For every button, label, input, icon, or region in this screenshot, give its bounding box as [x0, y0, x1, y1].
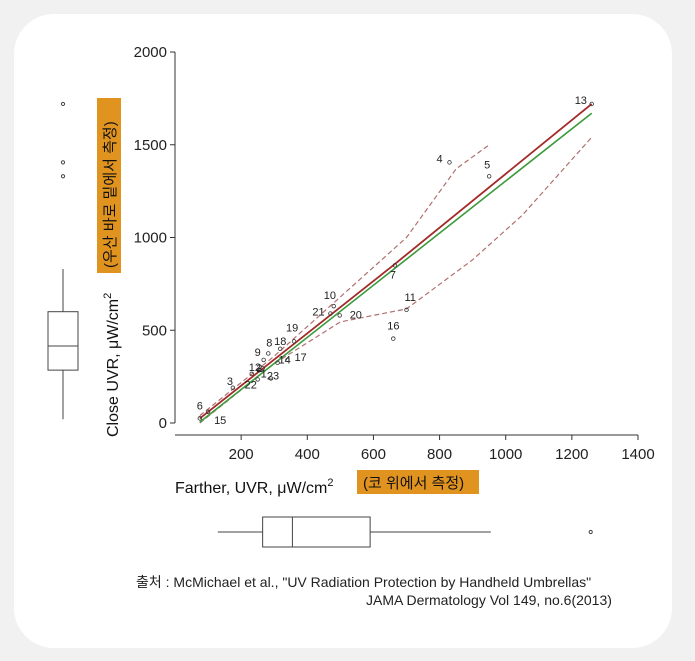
y-axis-label-text: Close UVR, μW/cm [105, 299, 122, 437]
data-point-label: 14 [279, 355, 291, 367]
y-boxplot-outlier [60, 174, 66, 179]
data-point [275, 360, 280, 365]
data-point-label: 4 [436, 153, 442, 165]
data-point [589, 101, 594, 107]
x-tick-label: 600 [361, 446, 386, 463]
y-tick-label: 0 [159, 415, 167, 432]
data-point-label: 22 [245, 379, 257, 391]
ci-lower-line [199, 136, 593, 424]
data-point-label: 5 [484, 159, 490, 171]
marginal-boxplots [47, 101, 593, 548]
data-point-label: 13 [575, 95, 587, 107]
ci-upper-line [199, 144, 490, 417]
data-point-label: 8 [266, 337, 272, 349]
x-tick-label: 200 [229, 446, 254, 463]
y-axis-note-group: (우산 바로 밑에서 측정) [102, 121, 119, 268]
data-point-label: 15 [214, 415, 226, 427]
data-point [392, 263, 398, 268]
data-point [291, 339, 297, 344]
data-point-label: 10 [324, 290, 336, 302]
data-point-label: 3 [227, 376, 233, 388]
data-point [257, 367, 262, 373]
x-axis-label-text: Farther, UVR, μW/cm [175, 480, 327, 497]
data-point [337, 313, 342, 318]
data-point [404, 307, 409, 313]
data-point [391, 336, 396, 341]
data-point-label: 16 [387, 321, 399, 333]
x-tick-label: 1000 [489, 446, 522, 463]
y-tick-label: 1500 [134, 137, 167, 154]
y-axis-note-highlight [97, 98, 121, 273]
x-axis-label: Farther, UVR, μW/cm2 [175, 477, 333, 497]
data-point [277, 346, 283, 351]
x-boxplot-outlier [588, 529, 593, 535]
data-point-label: 11 [405, 292, 416, 304]
data-point-label: 6 [197, 400, 203, 412]
y-axis-label-group: Close UVR, μW/cm2 [102, 293, 122, 437]
y-boxplot-box [47, 311, 79, 371]
data-point-label: 12 [249, 362, 261, 374]
data-point-label: 1 [261, 368, 267, 380]
x-boxplot-box [262, 516, 371, 548]
y-axis-label-sup: 2 [102, 293, 114, 299]
data-point-label: 17 [294, 352, 306, 364]
y-boxplot-outlier [60, 101, 66, 107]
data-point-label: 21 [312, 307, 324, 319]
data-point-label: 19 [286, 322, 298, 334]
data-point-label: 7 [390, 269, 396, 281]
axes: 0 500 1000 1500 2000 200 400 600 800 1000 1200 1400 [134, 44, 655, 463]
data-point [447, 160, 452, 165]
data-point [260, 366, 265, 371]
x-tick-label: 1200 [555, 446, 588, 463]
x-tick-label: 800 [427, 446, 452, 463]
y-boxplot-outlier [60, 160, 66, 165]
data-point [268, 376, 274, 381]
data-point-label: 23 [267, 370, 279, 382]
data-point [266, 351, 271, 356]
y-tick-label: 500 [142, 322, 167, 339]
y-axis-label: Close UVR, μW/cm2 [102, 293, 122, 437]
y-tick-label: 2000 [134, 44, 167, 61]
data-point [486, 174, 492, 179]
x-axis-note-highlight [357, 470, 479, 494]
data-point [285, 357, 290, 363]
source-line-1: 출처 : McMichael et al., "UV Radiation Pro… [136, 574, 592, 590]
x-axis-note: (코 위에서 측정) [363, 475, 464, 492]
data-point [205, 409, 211, 415]
x-tick-label: 400 [295, 446, 320, 463]
data-point-label: 2 [256, 363, 262, 375]
data-point [197, 416, 203, 421]
data-point [249, 371, 254, 377]
source-line-2: JAMA Dermatology Vol 149, no.6(2013) [366, 592, 612, 608]
data-point-label: 18 [274, 336, 286, 348]
data-point-label: 20 [350, 309, 362, 321]
data-point [328, 311, 333, 316]
x-tick-label: 1400 [621, 446, 654, 463]
data-point [261, 357, 266, 363]
data-point [331, 303, 336, 309]
data-point [230, 385, 236, 390]
data-point-label: 9 [255, 347, 261, 359]
y-tick-label: 1000 [134, 230, 167, 247]
x-axis-label-sup: 2 [327, 477, 333, 489]
y-axis-note: (우산 바로 밑에서 측정) [102, 121, 119, 268]
data-point [255, 377, 260, 382]
fit-line-green [199, 112, 593, 423]
